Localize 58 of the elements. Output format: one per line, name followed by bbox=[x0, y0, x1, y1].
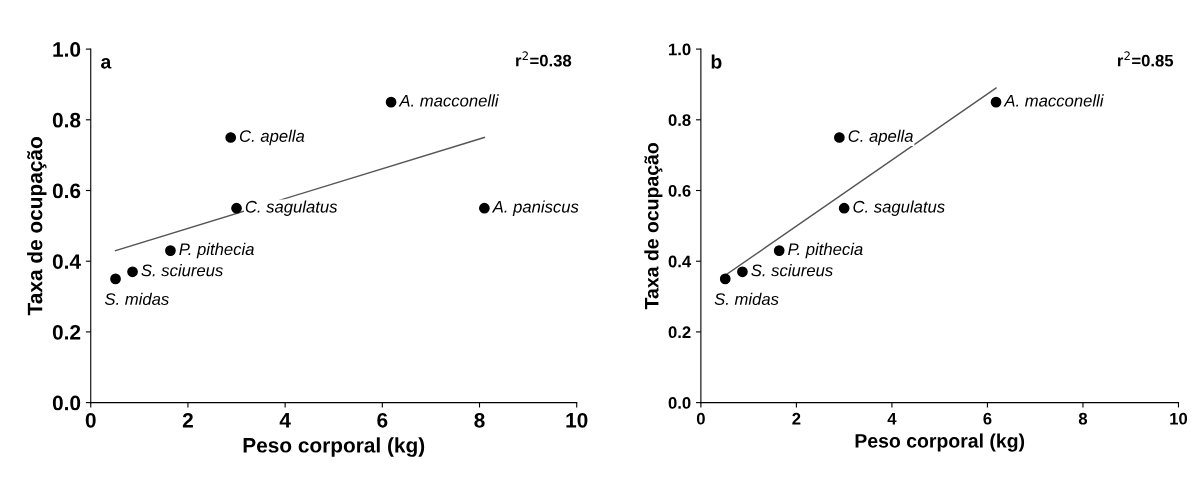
y-tick-label: 0.4 bbox=[668, 255, 692, 268]
y-tick-label: 0.8 bbox=[52, 112, 81, 128]
point bbox=[737, 266, 748, 278]
point bbox=[990, 96, 1002, 108]
point bbox=[479, 202, 490, 214]
annotation: S. midas bbox=[104, 292, 169, 306]
x-tick-label: 10 bbox=[1170, 412, 1188, 425]
point bbox=[838, 202, 850, 214]
x-tick-label: 6 bbox=[377, 412, 388, 428]
y-tick-label: 0.2 bbox=[52, 324, 81, 340]
x-tick-label: 0 bbox=[696, 412, 705, 425]
x-tick-label: 4 bbox=[279, 413, 291, 428]
chart-title: a bbox=[101, 58, 112, 69]
y-tick-label: 0.6 bbox=[668, 184, 691, 197]
x-tick-label: 2 bbox=[792, 412, 801, 425]
annotation: C. sagulatus bbox=[245, 200, 338, 216]
point bbox=[834, 132, 845, 143]
point bbox=[231, 202, 242, 214]
x-tick-label: 8 bbox=[1078, 412, 1088, 425]
point bbox=[225, 132, 237, 143]
annotation: P. pithecia bbox=[788, 242, 863, 259]
point bbox=[127, 266, 138, 278]
y-axis-title: Taxa de ocupação bbox=[644, 143, 663, 310]
annotation: r$^{2}$=0.38 bbox=[516, 51, 572, 67]
x-axis-title: Peso corporal (kg) bbox=[855, 433, 1025, 452]
annotation: A. macconelli bbox=[1003, 94, 1104, 107]
annotation: r$^{2}$=0.85 bbox=[1117, 51, 1174, 67]
annotation: P. pithecia bbox=[179, 242, 254, 259]
point bbox=[773, 245, 785, 256]
y-tick-label: 0.2 bbox=[668, 326, 691, 339]
annotation: A. paniscus bbox=[491, 200, 579, 216]
y-axis-title: Taxa de ocupação bbox=[27, 137, 47, 316]
x-tick-label: 6 bbox=[983, 412, 992, 425]
x-tick-label: 2 bbox=[182, 412, 193, 428]
annotation: S. sciureus bbox=[141, 264, 223, 277]
y-tick-label: 0.6 bbox=[52, 183, 81, 199]
y-tick-label: 0.4 bbox=[52, 254, 81, 269]
x-axis-title: Peso corporal (kg) bbox=[243, 437, 425, 457]
y-tick-label: 1.0 bbox=[669, 43, 691, 56]
x-tick-label: 8 bbox=[474, 412, 485, 428]
point bbox=[165, 245, 176, 256]
annotation: C. apella bbox=[848, 129, 913, 146]
annotation: S. sciureus bbox=[751, 264, 833, 277]
annotation: A. macconelli bbox=[398, 94, 499, 107]
y-tick-label: 0.0 bbox=[52, 395, 81, 411]
point bbox=[719, 273, 731, 285]
y-tick-label: 0.8 bbox=[668, 114, 691, 127]
x-tick-label: 4 bbox=[887, 412, 897, 425]
annotation: S. midas bbox=[714, 292, 779, 306]
chart-title: b bbox=[711, 54, 722, 69]
annotation: C. apella bbox=[239, 129, 305, 146]
point bbox=[110, 273, 121, 285]
point bbox=[385, 96, 397, 108]
y-tick-label: 1.0 bbox=[53, 42, 81, 57]
annotation: C. sagulatus bbox=[853, 200, 945, 216]
y-tick-label: 0.0 bbox=[668, 397, 691, 409]
x-tick-label: 10 bbox=[566, 412, 588, 428]
x-tick-label: 0 bbox=[85, 412, 96, 428]
